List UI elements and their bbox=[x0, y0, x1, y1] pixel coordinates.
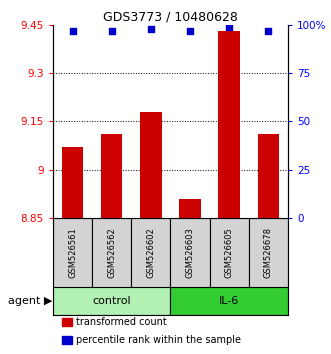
Point bbox=[148, 26, 154, 32]
Text: control: control bbox=[92, 296, 131, 306]
Bar bbox=[101, 134, 122, 218]
Text: GSM526603: GSM526603 bbox=[186, 227, 195, 278]
Bar bbox=[131, 218, 170, 287]
Text: GSM526605: GSM526605 bbox=[225, 227, 234, 278]
Bar bbox=[140, 112, 162, 218]
Bar bbox=[62, 318, 72, 326]
Bar bbox=[170, 218, 210, 287]
Bar bbox=[170, 287, 288, 315]
Point bbox=[70, 28, 75, 33]
Point bbox=[226, 24, 232, 29]
Point bbox=[109, 28, 114, 33]
Bar bbox=[258, 134, 279, 218]
Point bbox=[187, 28, 193, 33]
Bar bbox=[62, 336, 72, 344]
Bar bbox=[249, 218, 288, 287]
Text: GSM526678: GSM526678 bbox=[264, 227, 273, 278]
Text: agent ▶: agent ▶ bbox=[8, 296, 52, 306]
Bar bbox=[92, 218, 131, 287]
Text: GSM526561: GSM526561 bbox=[68, 227, 77, 278]
Bar bbox=[62, 147, 83, 218]
Text: percentile rank within the sample: percentile rank within the sample bbox=[76, 335, 241, 345]
Bar bbox=[53, 218, 92, 287]
Text: GSM526562: GSM526562 bbox=[107, 227, 116, 278]
Text: IL-6: IL-6 bbox=[219, 296, 239, 306]
Text: GSM526602: GSM526602 bbox=[146, 227, 155, 278]
Text: transformed count: transformed count bbox=[76, 317, 167, 327]
Bar bbox=[53, 287, 170, 315]
Point bbox=[266, 28, 271, 33]
Bar bbox=[218, 31, 240, 218]
Bar bbox=[179, 199, 201, 218]
Title: GDS3773 / 10480628: GDS3773 / 10480628 bbox=[103, 11, 238, 24]
Bar bbox=[210, 218, 249, 287]
